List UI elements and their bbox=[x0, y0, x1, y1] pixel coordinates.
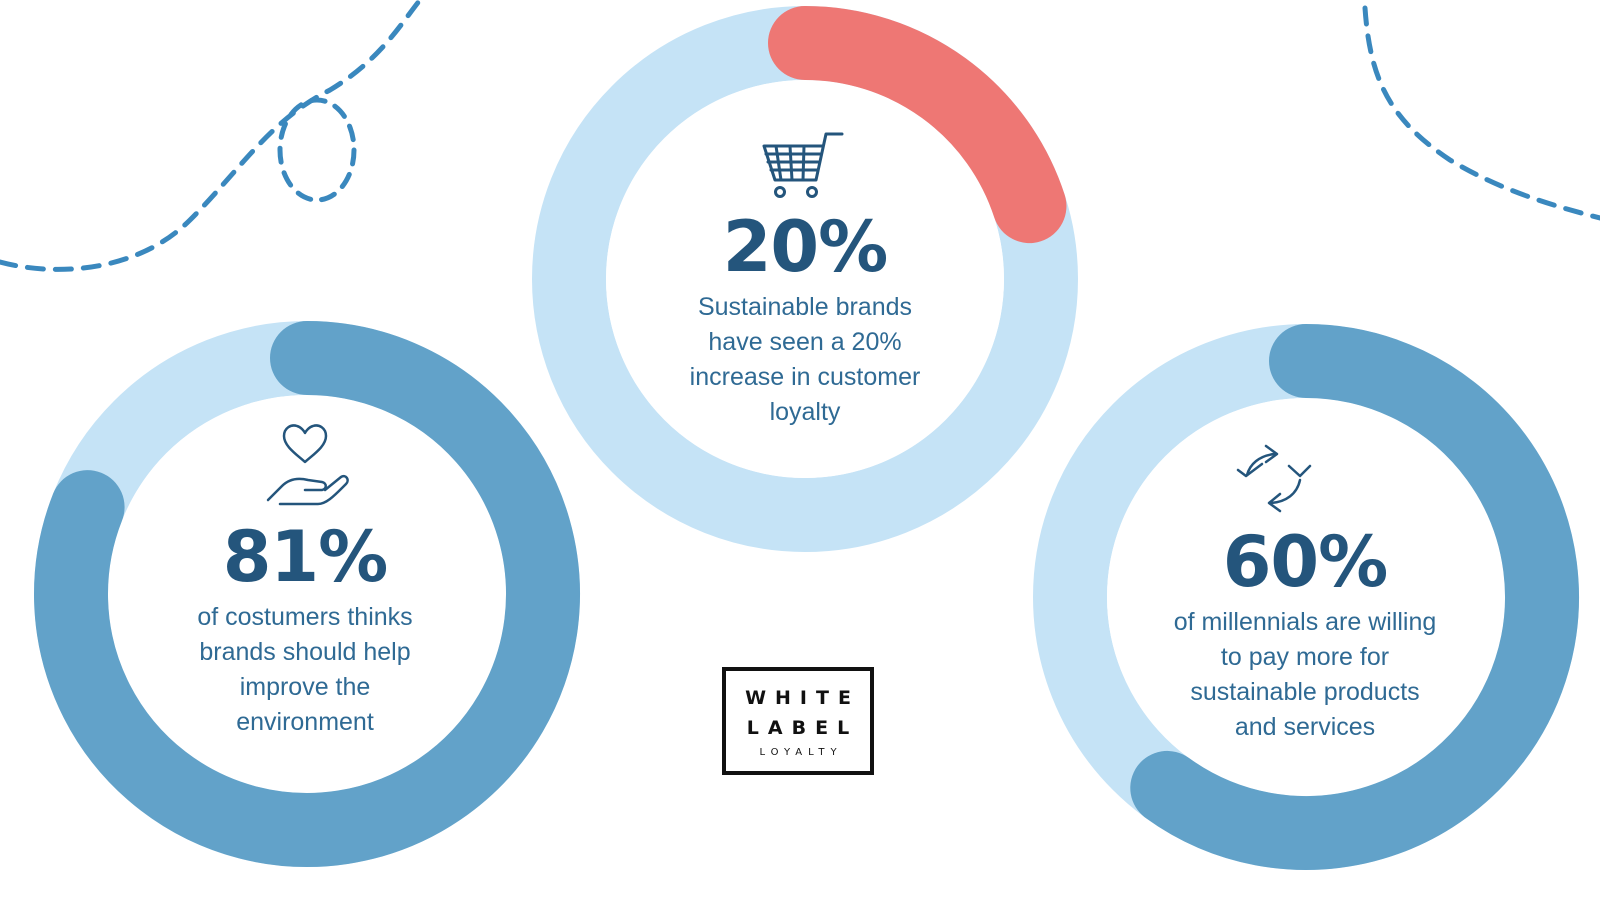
desc-line: have seen a 20% bbox=[708, 328, 902, 356]
cart-wheel-right bbox=[806, 186, 818, 198]
arrow-lower-head bbox=[1267, 492, 1282, 513]
desc-line: brands should help bbox=[199, 638, 411, 666]
cart-grid bbox=[764, 144, 822, 182]
donut-chart-3 bbox=[1033, 324, 1579, 870]
donut-center bbox=[108, 395, 506, 793]
arrow-lower-arc bbox=[1269, 478, 1302, 505]
cart-body bbox=[762, 132, 844, 182]
donut-chart-1 bbox=[34, 321, 580, 867]
desc-line: and services bbox=[1234, 713, 1376, 741]
stat-value: 60% bbox=[1222, 521, 1389, 603]
donut-center bbox=[606, 80, 1004, 478]
logo-line-white: WHITE bbox=[745, 687, 860, 709]
hand-fingers bbox=[278, 475, 349, 506]
stat-value: 20% bbox=[722, 206, 889, 288]
arrow-side-marks bbox=[1236, 462, 1312, 478]
stat-81-text: 81% of costumers thinks brands should he… bbox=[170, 522, 440, 740]
desc-line: improve the bbox=[239, 673, 371, 701]
heart-hand-icon bbox=[266, 424, 349, 506]
white-label-loyalty-logo: WHITE LABEL LOYALTY bbox=[722, 667, 874, 775]
stat-description: Sustainable brands have seen a 20% incre… bbox=[655, 290, 955, 430]
logo-line-label: LABEL bbox=[746, 717, 859, 739]
stat-description: of millennials are willing to pay more f… bbox=[1130, 605, 1480, 745]
decorative-dashed-curve-left bbox=[0, 0, 423, 272]
decorative-dashed-curve-right bbox=[1362, 5, 1600, 221]
recycle-arrows-icon bbox=[1236, 444, 1312, 513]
donut-value-arc bbox=[768, 6, 1067, 244]
donut-value-arc bbox=[1130, 324, 1579, 870]
desc-line: of costumers thinks bbox=[197, 603, 413, 631]
hand-palm bbox=[266, 477, 327, 502]
arrow-upper-arc bbox=[1245, 452, 1276, 477]
desc-line: of millennials are willing bbox=[1173, 608, 1437, 636]
desc-line: environment bbox=[236, 708, 374, 736]
stat-value: 81% bbox=[222, 516, 389, 598]
arrow-upper-head bbox=[1264, 444, 1279, 464]
donut-chart-2 bbox=[532, 6, 1078, 552]
stat-description: of costumers thinks brands should help i… bbox=[170, 600, 440, 740]
desc-line: Sustainable brands bbox=[697, 293, 913, 321]
donut-center bbox=[1107, 398, 1505, 796]
desc-line: sustainable products bbox=[1190, 678, 1420, 706]
logo-line-loyalty: LOYALTY bbox=[759, 747, 843, 758]
desc-line: loyalty bbox=[769, 398, 841, 426]
donut-value-arc bbox=[34, 321, 580, 867]
desc-line: to pay more for bbox=[1220, 643, 1390, 671]
stat-60-text: 60% of millennials are willing to pay mo… bbox=[1130, 527, 1480, 745]
heart-shape bbox=[282, 424, 328, 464]
stat-20-text: 20% Sustainable brands have seen a 20% i… bbox=[655, 212, 955, 430]
desc-line: increase in customer bbox=[689, 363, 921, 391]
cart-wheel-left bbox=[774, 186, 786, 198]
decorative-dashed-loop bbox=[277, 97, 357, 203]
shopping-cart-icon bbox=[762, 132, 844, 198]
